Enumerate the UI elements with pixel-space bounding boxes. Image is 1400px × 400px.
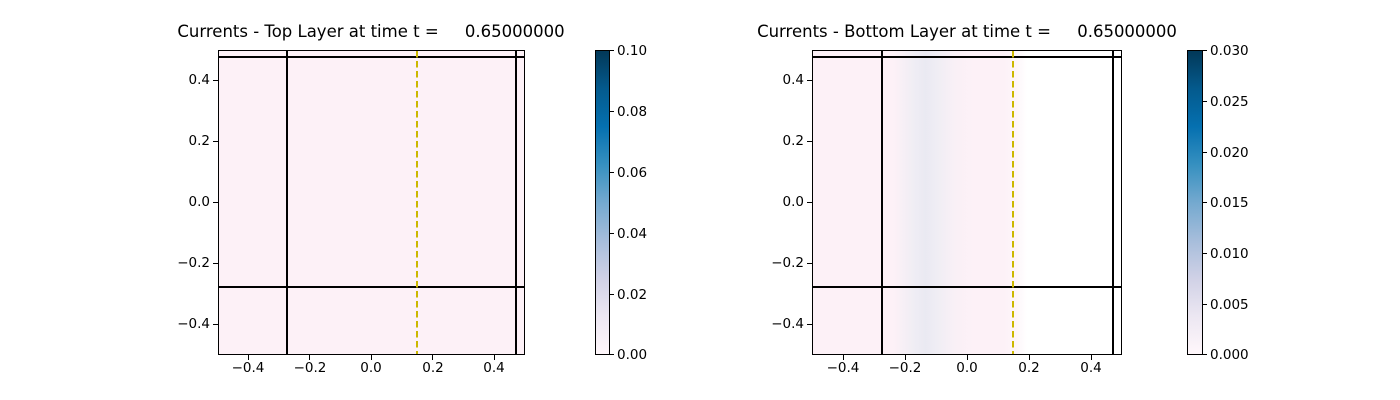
black-hline-bottom [813, 286, 1121, 289]
colorbar-tick-mark [610, 354, 614, 356]
colorbar-tick-mark [1203, 354, 1207, 356]
x-tick-label: 0.4 [483, 360, 505, 376]
y-tick-label: 0.4 [188, 72, 210, 88]
plot-title-top-layer: Currents - Top Layer at time t = 0.65000… [177, 22, 565, 41]
y-tick-mark [807, 324, 812, 326]
y-tick-label: 0.0 [188, 194, 210, 210]
colorbar-tick-mark [1203, 253, 1207, 255]
colorbar-tick-mark [1203, 202, 1207, 204]
colorbar-tick-label: 0.02 [617, 287, 648, 303]
colorbar-tick-mark [610, 294, 614, 296]
colorbar-tick-mark [1203, 304, 1207, 306]
colorbar-tick-mark [1203, 50, 1207, 52]
black-hline-top [813, 56, 1121, 59]
colorbar-tick-mark [610, 50, 614, 52]
y-tick-mark [213, 80, 218, 82]
yellow-dashed-transect-line [416, 51, 419, 354]
colorbar-tick-label: 0.000 [1210, 347, 1249, 363]
x-tick-label: −0.2 [293, 360, 327, 376]
colorbar-tick-label: 0.005 [1210, 297, 1249, 313]
y-tick-label: −0.2 [771, 255, 804, 271]
black-vline-right [1112, 51, 1115, 354]
x-tick-mark [843, 355, 845, 360]
colorbar-tick-label: 0.025 [1210, 94, 1249, 110]
x-tick-label: 0.0 [956, 360, 978, 376]
x-tick-mark [371, 355, 373, 360]
black-vline-left [286, 51, 289, 354]
colorbar-tick-mark [610, 233, 614, 235]
heatmap-top-layer [218, 50, 525, 355]
colorbar-tick-label: 0.10 [617, 43, 648, 59]
x-tick-mark [1029, 355, 1031, 360]
colorbar-tick-label: 0.010 [1210, 246, 1249, 262]
colorbar-tick-label: 0.08 [617, 104, 648, 120]
colorbar-tick-label: 0.030 [1210, 43, 1249, 59]
colorbar-tick-label: 0.00 [617, 347, 648, 363]
y-tick-mark [807, 263, 812, 265]
colorbar-tick-mark [610, 111, 614, 113]
y-tick-label: −0.2 [177, 255, 210, 271]
plot-title-bottom-layer: Currents - Bottom Layer at time t = 0.65… [757, 22, 1177, 41]
black-vline-right [515, 51, 518, 354]
y-tick-mark [807, 141, 812, 143]
x-tick-mark [248, 355, 250, 360]
x-tick-label: 0.2 [422, 360, 444, 376]
colorbar-tick-mark [1203, 152, 1207, 154]
y-tick-mark [807, 202, 812, 204]
y-tick-label: 0.0 [782, 194, 804, 210]
y-tick-label: 0.2 [782, 133, 804, 149]
black-hline-top [219, 56, 524, 59]
y-tick-label: 0.2 [188, 133, 210, 149]
x-tick-mark [967, 355, 969, 360]
x-tick-label: −0.4 [231, 360, 265, 376]
colorbar-tick-label: 0.015 [1210, 195, 1249, 211]
y-tick-label: 0.4 [782, 72, 804, 88]
colorbar-tick-mark [610, 172, 614, 174]
x-tick-mark [1091, 355, 1093, 360]
x-tick-mark [494, 355, 496, 360]
colorbar-tick-label: 0.04 [617, 226, 648, 242]
y-tick-label: −0.4 [177, 316, 210, 332]
y-tick-mark [213, 202, 218, 204]
yellow-dashed-transect-line [1012, 51, 1014, 354]
y-tick-mark [807, 80, 812, 82]
black-hline-bottom [219, 286, 524, 289]
y-tick-mark [213, 324, 218, 326]
colorbar-top-layer [595, 50, 610, 355]
colorbar-tick-mark [1203, 101, 1207, 103]
x-tick-mark [905, 355, 907, 360]
heatmap-bottom-layer [812, 50, 1122, 355]
x-tick-label: 0.0 [360, 360, 382, 376]
x-tick-label: −0.4 [826, 360, 860, 376]
x-tick-mark [432, 355, 434, 360]
colorbar-tick-label: 0.020 [1210, 145, 1249, 161]
x-tick-mark [309, 355, 311, 360]
x-tick-label: 0.2 [1018, 360, 1040, 376]
x-tick-label: 0.4 [1080, 360, 1102, 376]
y-tick-mark [213, 141, 218, 143]
colorbar-tick-label: 0.06 [617, 165, 648, 181]
x-tick-label: −0.2 [888, 360, 922, 376]
black-vline-left [880, 51, 883, 354]
y-tick-label: −0.4 [771, 316, 804, 332]
colorbar-bottom-layer [1187, 50, 1203, 355]
y-tick-mark [213, 263, 218, 265]
